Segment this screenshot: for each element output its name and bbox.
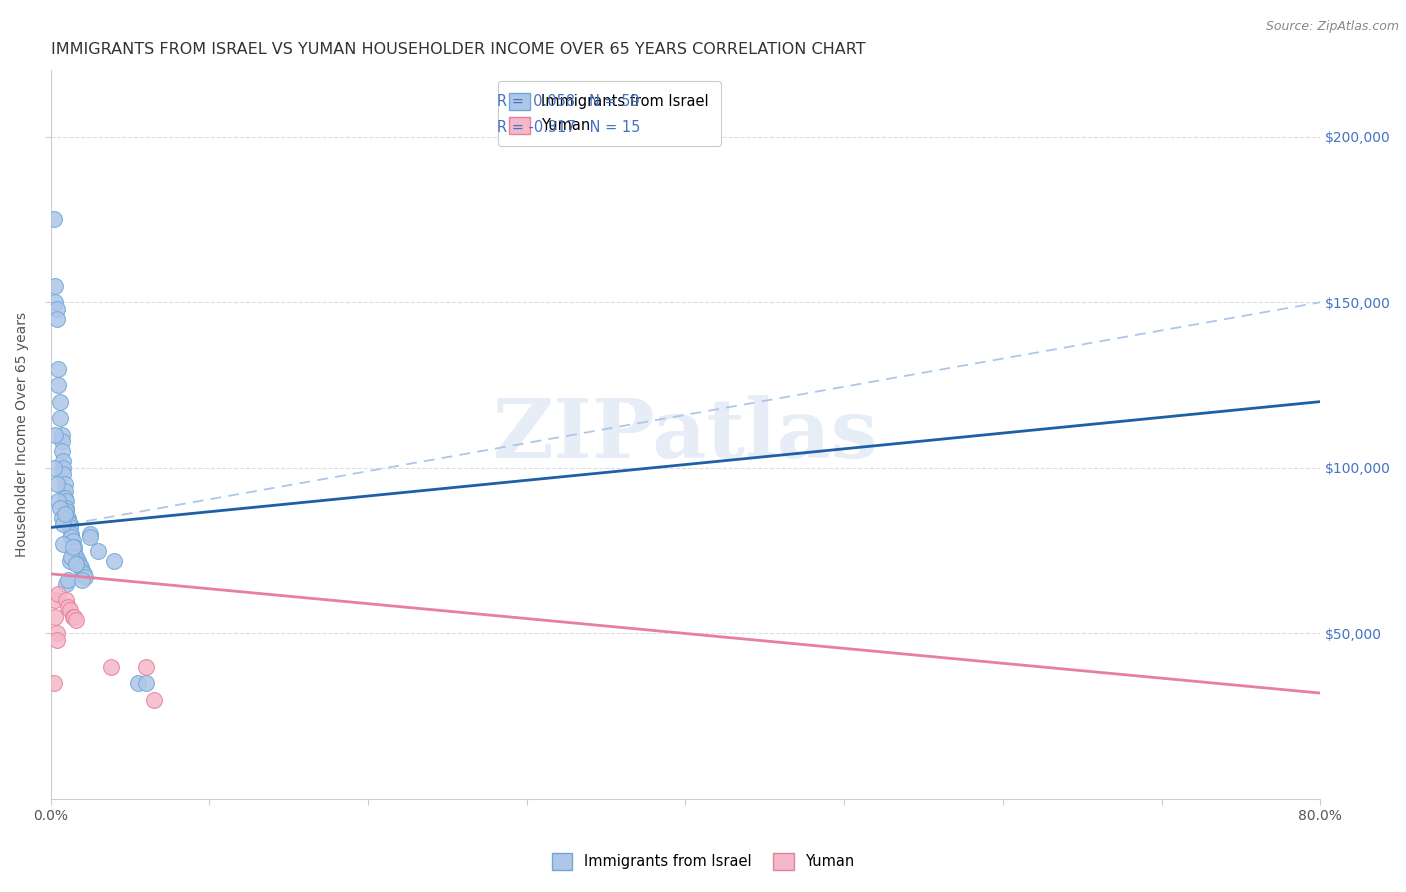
Point [87, 543, 110, 558]
Point [52, 517, 75, 532]
Point [72, 574, 94, 588]
Point [60, 527, 83, 541]
Point [65, 550, 87, 565]
Point [56, 574, 79, 588]
Point [45, 311, 67, 326]
Point [42, 212, 65, 227]
Point [45, 633, 67, 648]
Point [79, 530, 101, 544]
Point [58, 520, 80, 534]
Point [55, 593, 77, 607]
Text: IMMIGRANTS FROM ISRAEL VS YUMAN HOUSEHOLDER INCOME OVER 65 YEARS CORRELATION CHA: IMMIGRANTS FROM ISRAEL VS YUMAN HOUSEHOL… [51, 42, 865, 57]
Point [48, 587, 70, 601]
Point [100, 659, 122, 673]
Point [55, 500, 77, 515]
Point [67, 557, 90, 571]
Point [44, 295, 66, 310]
Point [49, 394, 72, 409]
Point [58, 517, 80, 532]
Point [51, 427, 73, 442]
Point [65, 557, 87, 571]
Point [62, 541, 84, 555]
Point [55, 504, 77, 518]
Point [69, 560, 91, 574]
Point [60, 550, 83, 565]
Point [65, 613, 87, 627]
Point [56, 510, 79, 524]
Point [51, 434, 73, 449]
Point [42, 461, 65, 475]
Point [53, 484, 76, 499]
Y-axis label: Householder Income Over 65 years: Householder Income Over 65 years [15, 312, 30, 558]
Point [52, 467, 75, 482]
Point [52, 454, 75, 468]
Point [45, 301, 67, 316]
Legend: Immigrants from Israel, Yuman: Immigrants from Israel, Yuman [498, 81, 721, 145]
Point [44, 610, 66, 624]
Point [56, 599, 79, 614]
Point [135, 659, 157, 673]
Text: R = -0.317   N = 15: R = -0.317 N = 15 [498, 120, 641, 135]
Point [142, 692, 165, 706]
Point [48, 494, 70, 508]
Point [52, 537, 75, 551]
Point [48, 378, 70, 392]
Point [49, 411, 72, 425]
Point [51, 444, 73, 458]
Point [63, 610, 86, 624]
Point [73, 566, 96, 581]
Point [48, 361, 70, 376]
Point [127, 676, 149, 690]
Point [56, 514, 79, 528]
Point [44, 593, 66, 607]
Point [44, 427, 66, 442]
Point [55, 494, 77, 508]
Legend: Immigrants from Israel, Yuman: Immigrants from Israel, Yuman [546, 847, 860, 876]
Point [62, 533, 84, 548]
Point [55, 576, 77, 591]
Point [53, 507, 76, 521]
Point [62, 610, 84, 624]
Text: Source: ZipAtlas.com: Source: ZipAtlas.com [1265, 20, 1399, 33]
Point [135, 676, 157, 690]
Text: ZIPatlas: ZIPatlas [492, 395, 879, 475]
Text: R =  0.058   N = 59: R = 0.058 N = 59 [498, 95, 640, 109]
Point [45, 626, 67, 640]
Point [49, 500, 72, 515]
Point [44, 278, 66, 293]
Point [75, 570, 97, 584]
Point [63, 543, 86, 558]
Point [60, 530, 83, 544]
Point [51, 510, 73, 524]
Point [72, 564, 94, 578]
Point [63, 541, 86, 555]
Point [58, 603, 80, 617]
Point [52, 461, 75, 475]
Point [58, 553, 80, 567]
Point [42, 676, 65, 690]
Point [66, 553, 89, 567]
Point [45, 477, 67, 491]
Point [53, 491, 76, 505]
Point [103, 553, 125, 567]
Point [79, 527, 101, 541]
Point [53, 477, 76, 491]
